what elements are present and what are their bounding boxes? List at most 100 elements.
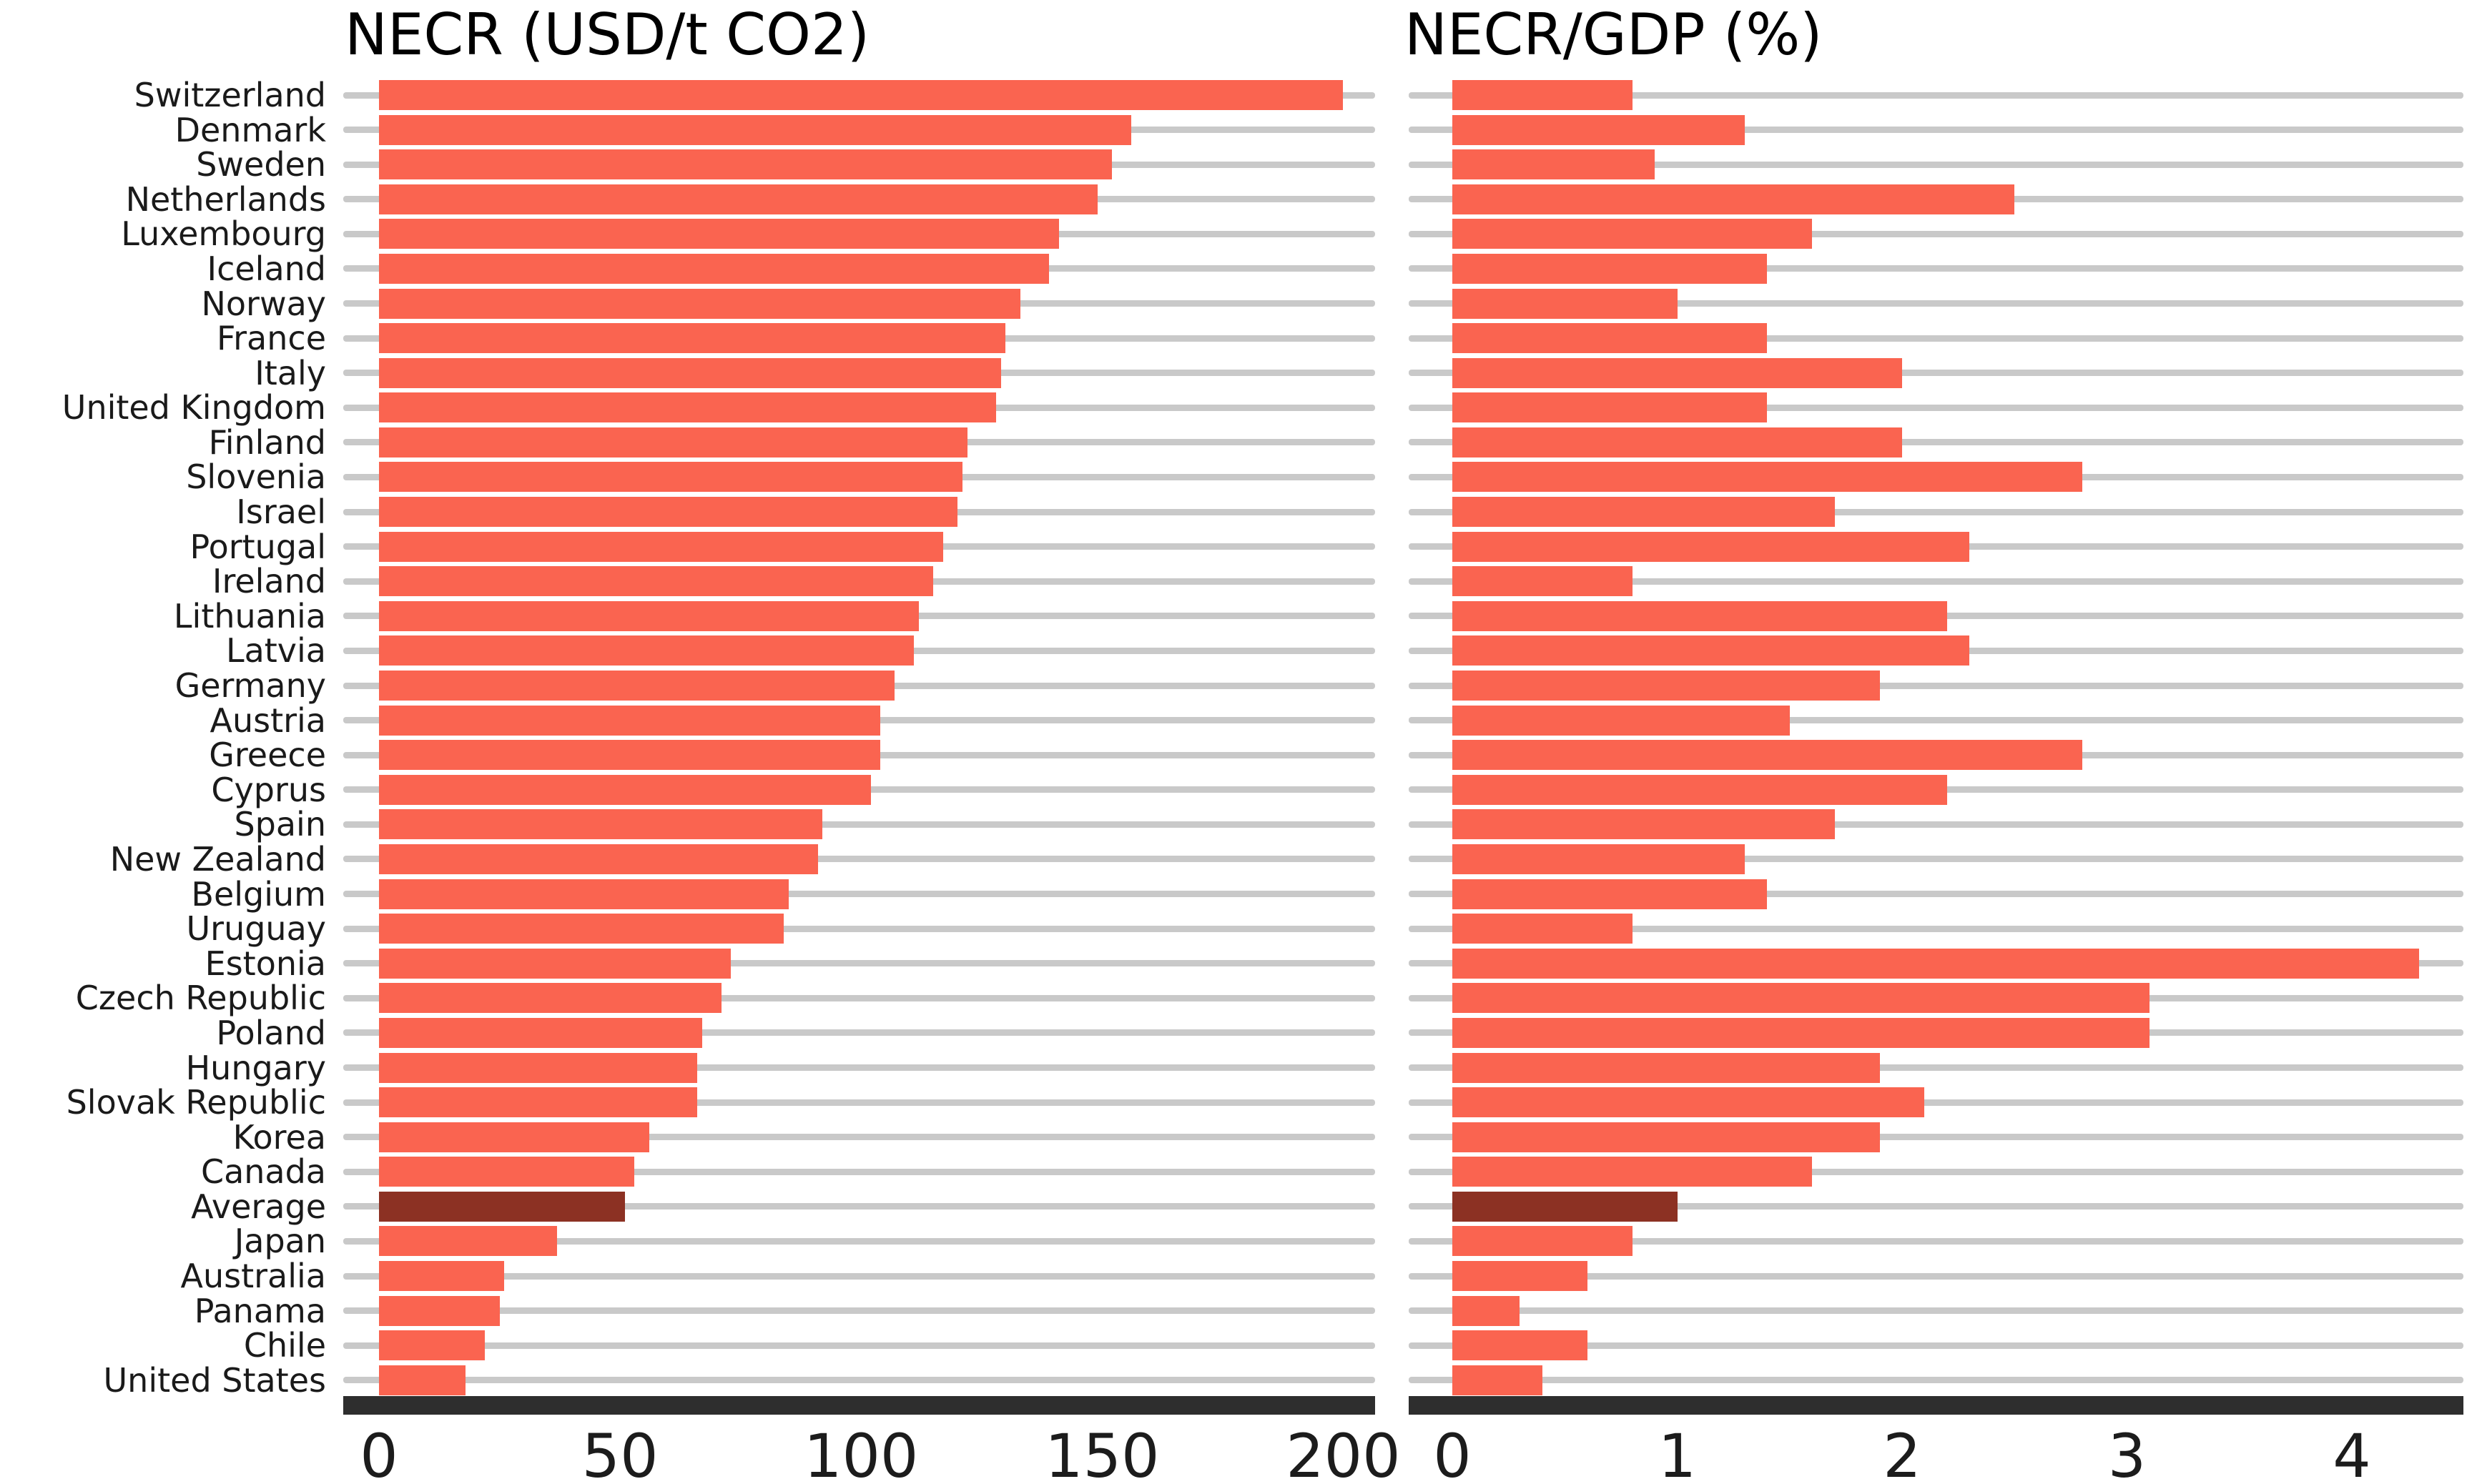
bar (379, 357, 1001, 388)
category-label: Lithuania (173, 596, 326, 635)
bar (379, 914, 784, 944)
gridline (343, 1203, 1375, 1210)
gridline (1409, 91, 2463, 99)
gridline (1409, 856, 2463, 863)
category-label: Slovak Republic (66, 1083, 326, 1122)
gridline (1409, 821, 2463, 828)
x-tick-label: 50 (581, 1421, 659, 1484)
gridline (1409, 1342, 2463, 1349)
category-label: Netherlands (125, 179, 326, 219)
bar (379, 600, 920, 631)
bar (379, 1017, 702, 1048)
gridline (343, 1029, 1375, 1037)
bar (379, 705, 881, 736)
category-label: Estonia (205, 944, 326, 983)
bar (379, 844, 818, 874)
gridline (343, 1272, 1375, 1280)
bar (379, 1226, 558, 1257)
gridline (1409, 1307, 2463, 1315)
gridline (1409, 508, 2463, 515)
bar (1452, 357, 1902, 388)
category-axis-labels: Switzerland Denmark Sweden Netherlands Luxem… (0, 0, 326, 1484)
bar (379, 740, 881, 771)
bar (379, 635, 915, 666)
bar (1452, 566, 1633, 597)
gridline (1409, 439, 2463, 446)
category-label: Panama (194, 1291, 326, 1330)
gridline (343, 1342, 1375, 1349)
average-bar (379, 1191, 625, 1222)
category-label: Greece (209, 736, 326, 775)
bar (1452, 288, 1678, 319)
category-label: Latvia (225, 631, 326, 671)
gridline (1409, 682, 2463, 689)
category-label: Sweden (196, 145, 326, 184)
category-label: United Kingdom (61, 388, 326, 427)
category-label: Germany (174, 666, 326, 706)
left-chart-panel: 0 50 100 150 200 (343, 0, 1401, 1484)
x-axis-line (343, 1396, 1375, 1415)
bar (379, 1157, 635, 1187)
category-label: Canada (200, 1152, 326, 1192)
bar (379, 184, 1098, 214)
bar (379, 80, 1344, 110)
x-tick-label: 0 (360, 1421, 398, 1484)
gridline (1409, 1134, 2463, 1141)
gridline (1409, 1272, 2463, 1280)
right-chart-title: NECR/GDP (%) (1404, 1, 1823, 68)
category-label: Spain (234, 805, 326, 844)
bar (1452, 497, 1835, 528)
bar (1452, 323, 1768, 354)
gridline (1409, 370, 2463, 377)
category-label: Cyprus (211, 770, 326, 809)
x-tick-label: 100 (804, 1421, 919, 1484)
bar (379, 774, 871, 805)
category-label: Belgium (191, 874, 326, 914)
bar (1452, 114, 1745, 145)
gridline (1409, 265, 2463, 272)
left-chart-title: NECR (USD/t CO2) (345, 1, 870, 68)
gridline (1409, 578, 2463, 585)
bar (379, 323, 1006, 354)
gridline (343, 1168, 1375, 1175)
x-tick-label: 4 (2333, 1421, 2371, 1484)
bar (1452, 531, 1970, 562)
x-tick-label: 1 (1658, 1421, 1697, 1484)
gridline (1409, 1064, 2463, 1072)
bar (1452, 879, 1768, 909)
category-label: Austria (210, 701, 326, 740)
bar (1452, 462, 2082, 493)
category-label: Czech Republic (75, 979, 326, 1018)
bar (379, 671, 895, 701)
gridline (1409, 1203, 2463, 1210)
bar (1452, 774, 1947, 805)
category-label: Poland (216, 1013, 326, 1052)
category-label: Finland (208, 422, 326, 462)
bar (379, 1330, 486, 1361)
bar (379, 531, 943, 562)
bar (379, 983, 722, 1014)
bar (379, 497, 958, 528)
bar (379, 1052, 697, 1083)
gridline (343, 1099, 1375, 1106)
bar (379, 392, 996, 423)
bar (379, 462, 962, 493)
bar (1452, 671, 1880, 701)
category-label: Israel (236, 493, 326, 532)
gridline (1409, 1168, 2463, 1175)
bar (379, 1087, 697, 1118)
category-label: Japan (234, 1222, 326, 1261)
gridline (1409, 717, 2463, 724)
x-tick-label: 0 (1433, 1421, 1472, 1484)
category-label: France (217, 319, 326, 358)
gridline (1409, 127, 2463, 134)
category-label: United States (103, 1360, 327, 1400)
bar (1452, 184, 2015, 214)
bar (1452, 809, 1835, 840)
gridline (1409, 1237, 2463, 1245)
category-label: New Zealand (109, 839, 326, 879)
category-label: Korea (232, 1117, 326, 1157)
bar (379, 149, 1112, 180)
bar (379, 427, 967, 457)
category-label: Norway (201, 284, 327, 323)
